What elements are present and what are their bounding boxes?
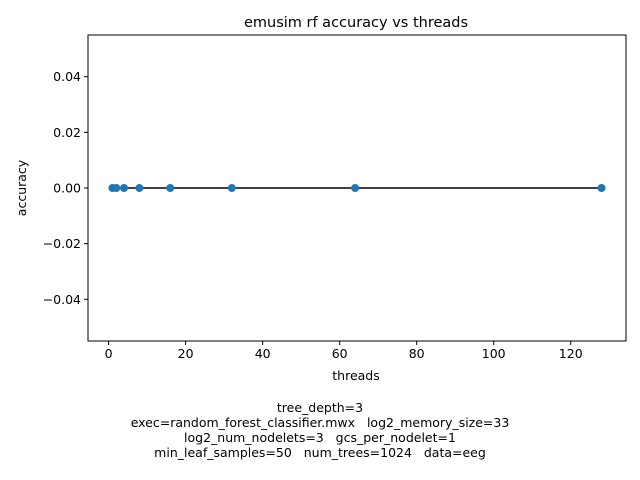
caption-line: log2_num_nodelets=3 gcs_per_nodelet=1: [184, 430, 456, 445]
x-tick-label: 120: [559, 346, 583, 361]
y-tick-label: 0.04: [53, 69, 81, 84]
data-point: [166, 184, 175, 192]
y-tick-label: −0.04: [43, 292, 81, 307]
data-point: [227, 184, 236, 192]
chart-title: emusim rf accuracy vs threads: [244, 15, 468, 31]
x-tick-label: 40: [255, 346, 271, 361]
y-tick-label: 0.00: [53, 181, 81, 196]
caption-line: min_leaf_samples=50 num_trees=1024 data=…: [154, 445, 486, 460]
y-axis-label: accuracy: [14, 159, 29, 216]
data-point: [597, 184, 606, 192]
x-axis-label: threads: [332, 368, 380, 383]
x-tick-label: 80: [409, 346, 425, 361]
caption-line: tree_depth=3: [276, 400, 364, 415]
data-point: [135, 184, 144, 192]
x-tick-label: 20: [178, 346, 194, 361]
y-tick-label: 0.02: [53, 125, 81, 140]
y-tick-label: −0.02: [43, 236, 81, 251]
plot-area: 0 20 40 60 80 100 120 −0.04 −0.02 0.00 0.02 0.04: [43, 34, 627, 361]
data-point: [351, 184, 360, 192]
x-tick-label: 100: [482, 346, 506, 361]
parameter-caption: tree_depth=3 exec=random_forest_classifi…: [0, 400, 640, 460]
data-point: [120, 184, 129, 192]
x-tick-label: 0: [105, 346, 113, 361]
data-point: [112, 184, 121, 192]
x-tick-label: 60: [332, 346, 348, 361]
caption-line: exec=random_forest_classifier.mwx log2_m…: [130, 415, 510, 430]
